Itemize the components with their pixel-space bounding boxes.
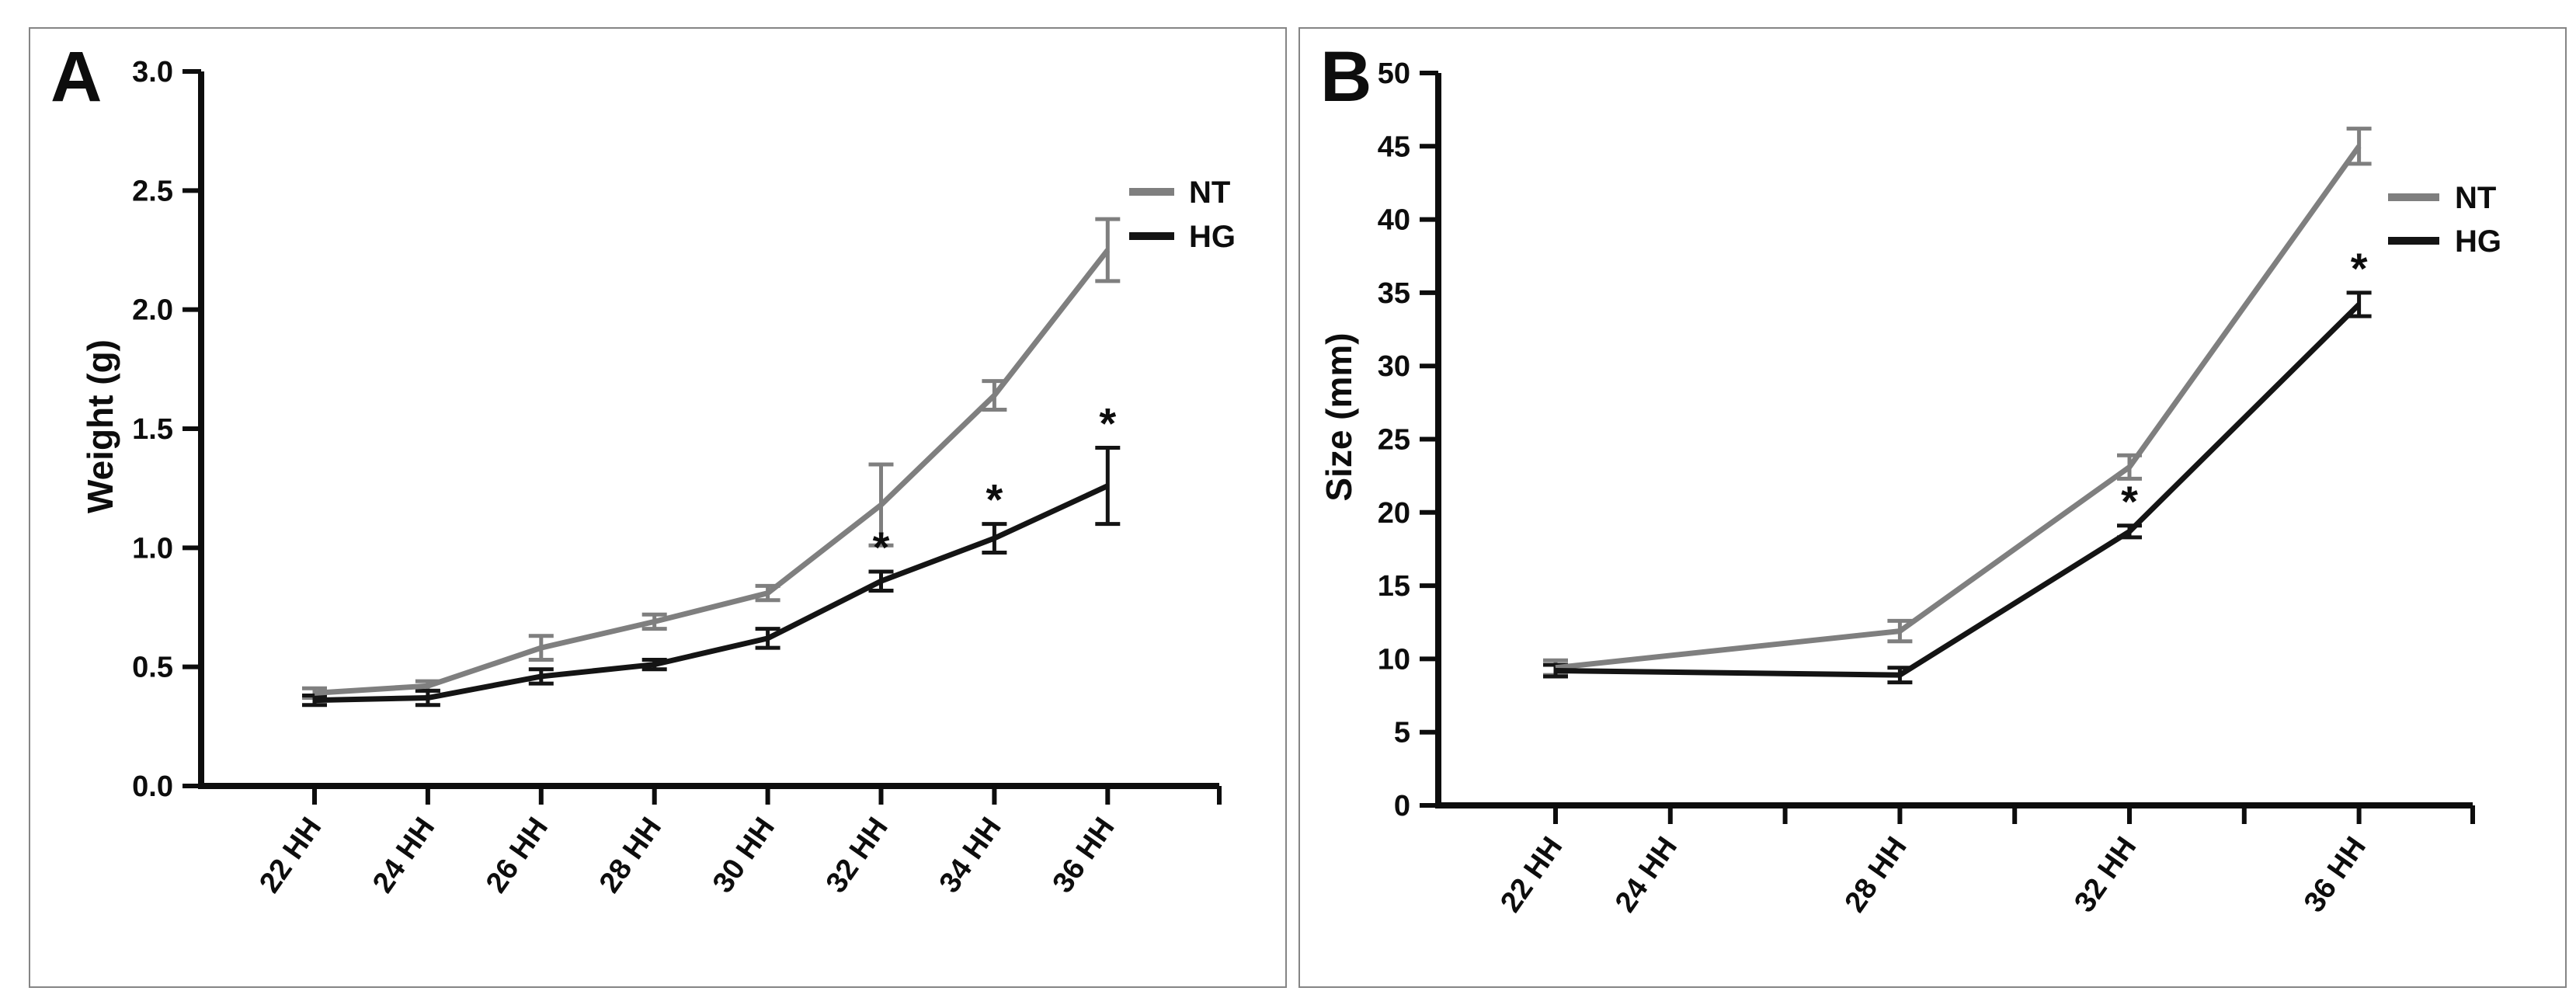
significance-asterisk: * <box>1099 399 1116 448</box>
y-tick-label: 2.0 <box>132 294 173 327</box>
y-tick-label: 1.0 <box>132 532 173 565</box>
series-line-NT <box>1555 144 2362 671</box>
x-tick-label: 28 HH <box>1839 831 1914 918</box>
y-tick-label: 45 <box>1378 130 1410 163</box>
x-tick-label: 36 HH <box>1046 812 1121 899</box>
significance-asterisk: * <box>873 523 890 572</box>
panel-b: 0 5 10 15 20 25 30 35 40 45 50 22 HH 24 HH 28 HH 32 HH… <box>1298 27 2567 988</box>
panel-b-y-axis-title: Size (mm) <box>1319 332 1359 502</box>
y-tick-label: 10 <box>1378 643 1410 676</box>
legend-label-HG: HG <box>2455 224 2501 259</box>
legend-label-NT: NT <box>2455 181 2496 215</box>
series-line-HG <box>314 483 1109 704</box>
y-tick-label: 3.0 <box>132 56 173 89</box>
x-tick-label: 28 HH <box>593 812 668 899</box>
axes <box>198 71 1219 789</box>
significance-asterisk: * <box>2121 477 2138 526</box>
panel-b-label: B <box>1320 37 1374 116</box>
x-tick-label: 26 HH <box>480 812 554 899</box>
x-tick-label: 34 HH <box>933 812 1008 899</box>
y-tick-label: 2.5 <box>132 175 173 207</box>
y-tick-label: 5 <box>1394 717 1410 749</box>
panel-a-label: A <box>50 37 104 116</box>
significance-asterisk: * <box>2351 244 2368 293</box>
y-tick-label: 35 <box>1378 277 1410 310</box>
series-line-HG <box>1555 302 2362 678</box>
y-tick-label: 20 <box>1378 497 1410 530</box>
x-tick-label: 32 HH <box>2068 831 2143 918</box>
y-tick-label: 30 <box>1378 350 1410 383</box>
y-tick-label: 50 <box>1378 57 1410 90</box>
x-tick-label: 22 HH <box>1494 831 1569 918</box>
panel-a-y-axis-title: Weight (g) <box>80 339 120 513</box>
series-line-NT <box>314 248 1111 696</box>
significance-asterisk: * <box>986 475 1003 524</box>
y-tick-label: 40 <box>1378 204 1410 237</box>
y-tick-label: 15 <box>1378 570 1410 603</box>
y-tick-label: 25 <box>1378 424 1410 457</box>
x-tick-label: 24 HH <box>367 812 441 899</box>
y-tick-label: 0 <box>1394 790 1410 822</box>
panel-b-chart: 0 5 10 15 20 25 30 35 40 45 50 22 HH 24 HH 28 HH 32 HH… <box>1378 57 2501 918</box>
legend-label-NT: NT <box>1189 176 1230 210</box>
x-tick-label: 36 HH <box>2298 831 2373 918</box>
y-tick-label: 0.5 <box>132 652 173 684</box>
y-tick-label: 0.0 <box>132 770 173 803</box>
y-tick-label: 1.5 <box>132 413 173 446</box>
legend-label-HG: HG <box>1189 220 1236 254</box>
axes <box>1435 73 2473 808</box>
x-tick-label: 22 HH <box>253 812 328 899</box>
panel-a: 0.0 0.5 1.0 1.5 2.0 2.5 3.0 22 HH 24 HH 26 HH 28 H… <box>29 27 1287 988</box>
x-tick-label: 32 HH <box>820 812 895 899</box>
x-tick-label: 24 HH <box>1609 831 1684 918</box>
x-tick-label: 30 HH <box>707 812 781 899</box>
panel-a-chart: 0.0 0.5 1.0 1.5 2.0 2.5 3.0 22 HH 24 HH 26 HH 28 H… <box>132 56 1236 899</box>
